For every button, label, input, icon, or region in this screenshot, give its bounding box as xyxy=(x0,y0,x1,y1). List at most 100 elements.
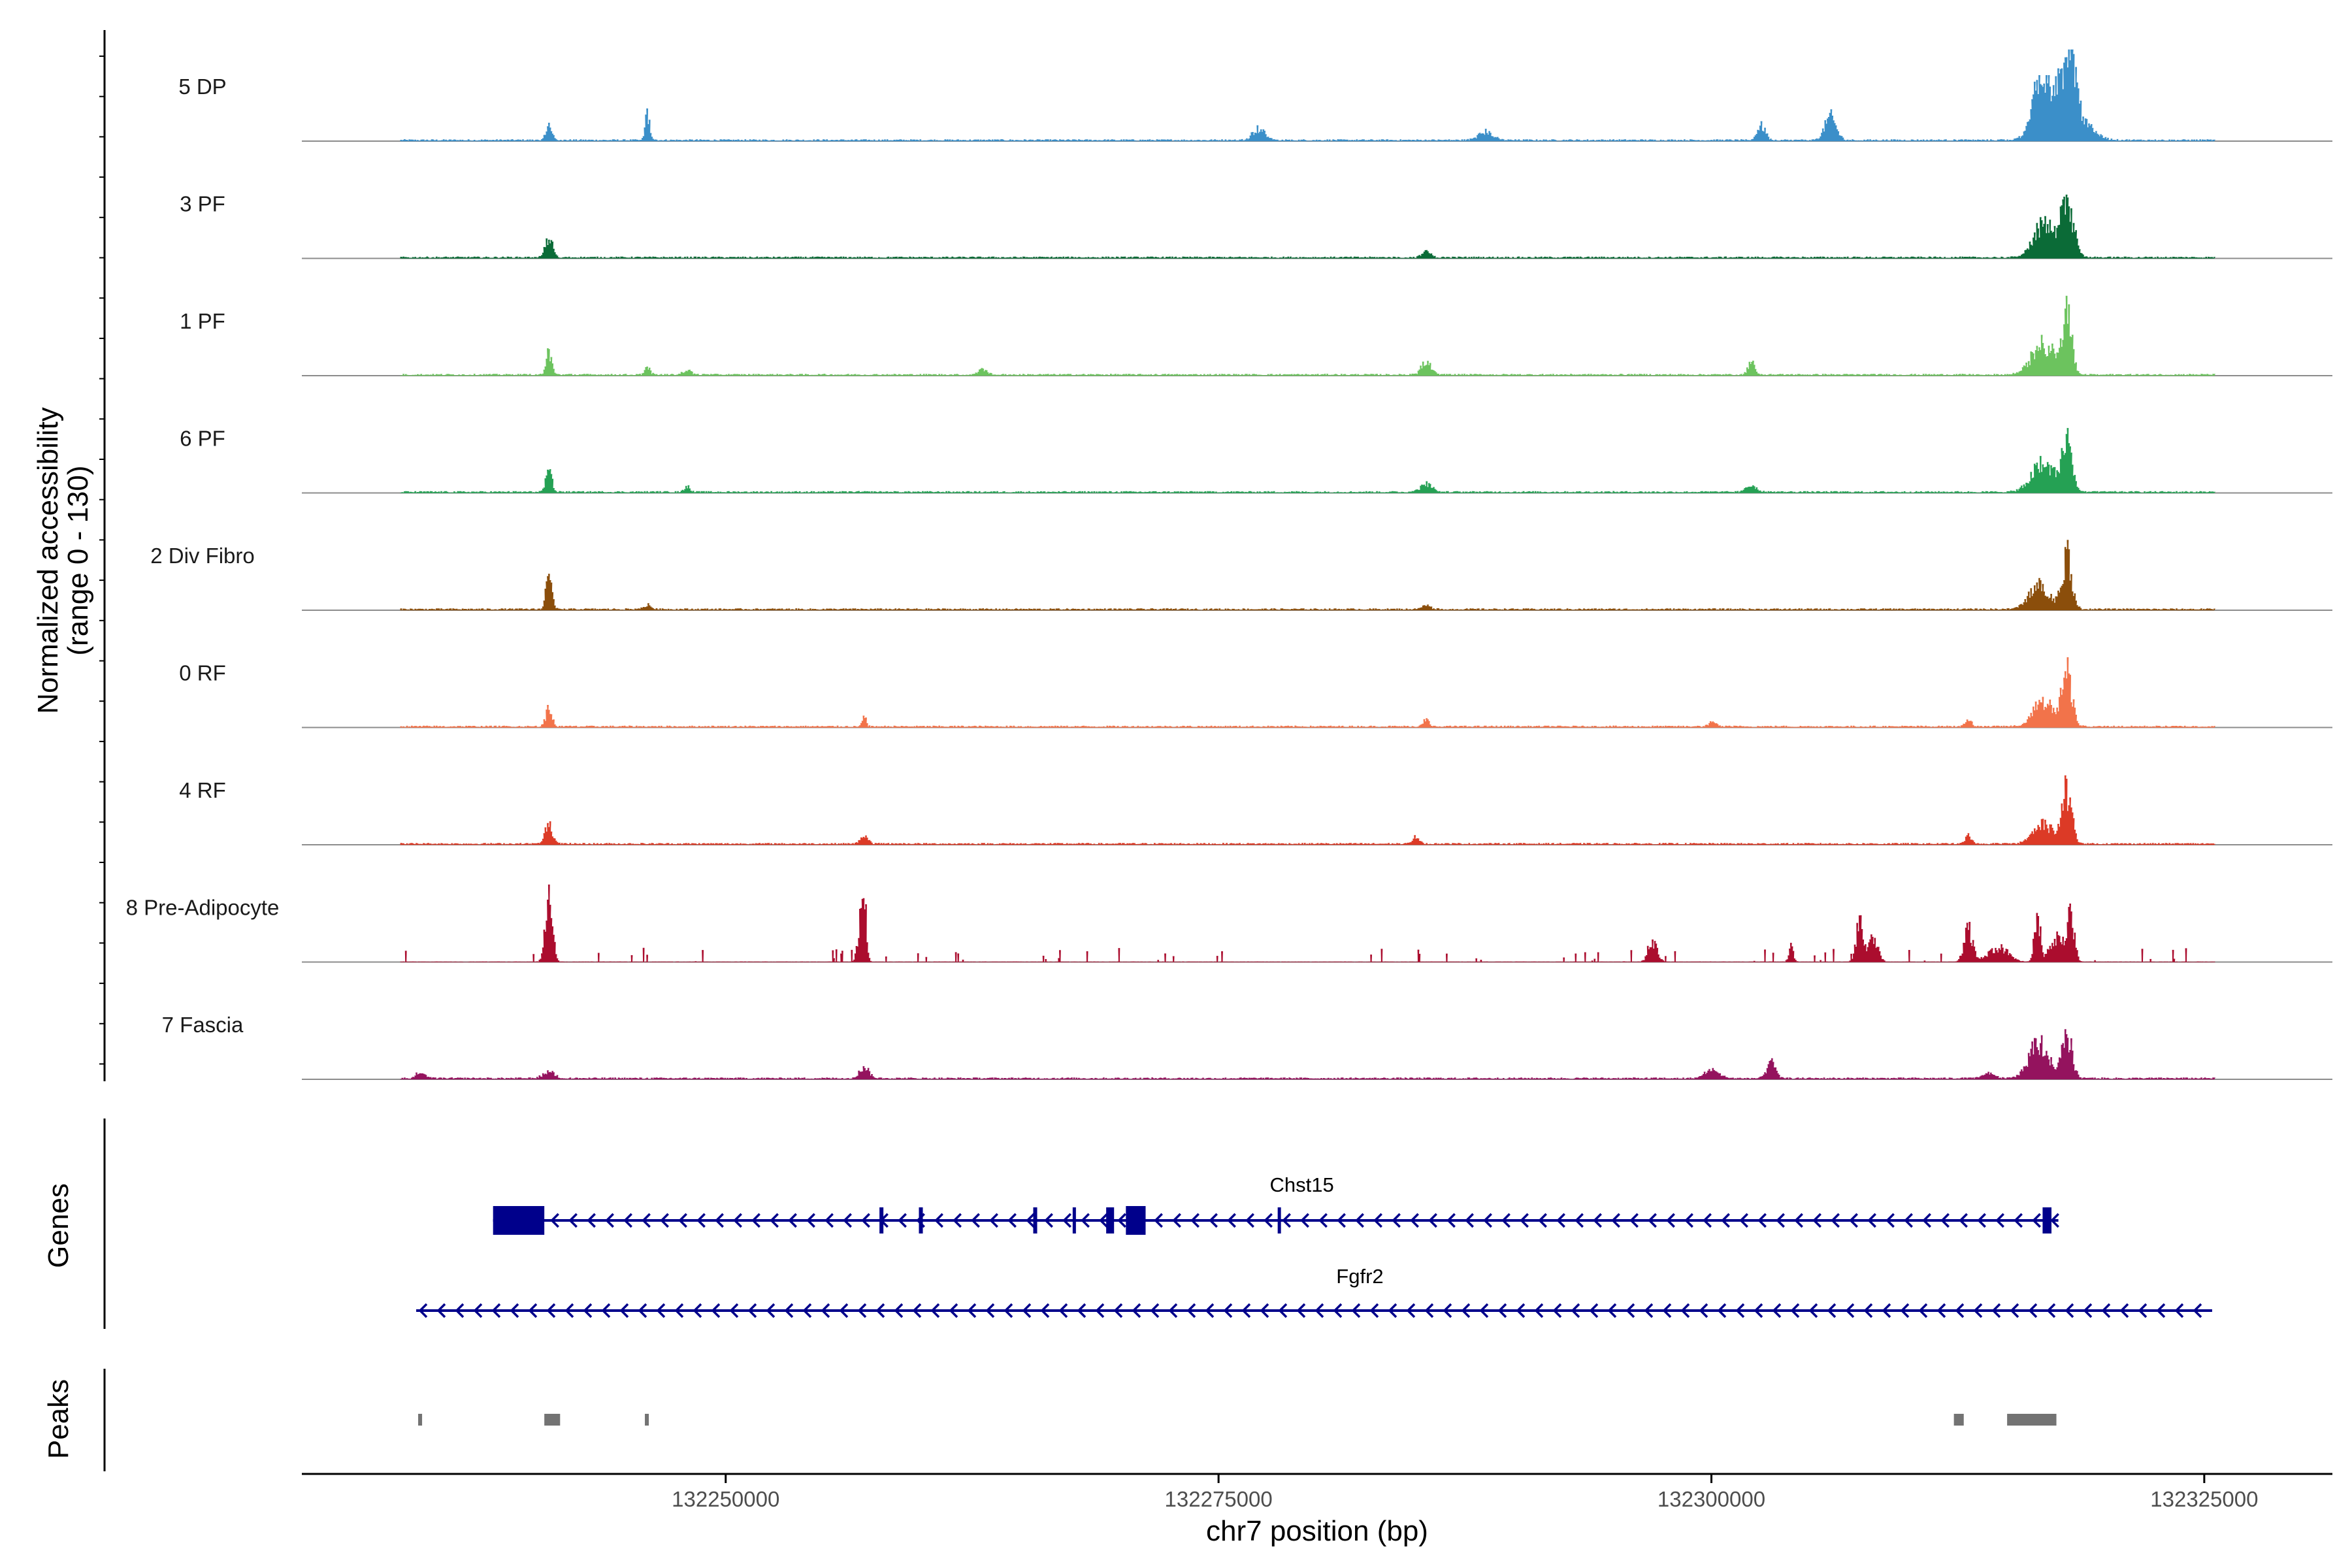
strand-arrow xyxy=(674,1303,684,1318)
strand-arrow xyxy=(766,1303,776,1318)
strand-arrow xyxy=(660,1213,669,1228)
strand-arrow xyxy=(898,1213,907,1228)
track-0-rf: 0 RF xyxy=(179,657,2332,728)
strand-arrow xyxy=(2065,1303,2074,1318)
strand-arrow xyxy=(1282,1213,1291,1228)
strand-arrow xyxy=(1922,1213,1931,1228)
strand-arrow xyxy=(1081,1213,1090,1228)
strand-arrow xyxy=(1534,1303,1544,1318)
strand-arrow xyxy=(1812,1213,1821,1228)
y-axis-title-line1: Normalized accessibility xyxy=(32,407,64,713)
strand-arrow xyxy=(1959,1213,1968,1228)
strand-arrow xyxy=(989,1213,998,1228)
strand-arrow xyxy=(601,1303,611,1318)
strand-arrow xyxy=(1190,1213,1200,1228)
x-axis-tick-label: 132250000 xyxy=(672,1487,779,1511)
strand-arrow xyxy=(583,1303,593,1318)
coverage-area xyxy=(400,1029,2216,1080)
strand-arrow xyxy=(1703,1213,1712,1228)
strand-arrow xyxy=(861,1213,870,1228)
track-1-pf: 1 PF xyxy=(180,295,2332,376)
strand-arrow xyxy=(967,1303,977,1318)
strand-arrow xyxy=(1099,1213,1108,1228)
gene-exon xyxy=(919,1207,923,1233)
strand-arrow xyxy=(715,1213,724,1228)
strand-arrow xyxy=(1808,1303,1818,1318)
strand-arrow xyxy=(2083,1303,2093,1318)
strand-arrow xyxy=(1168,1303,1178,1318)
strand-arrow xyxy=(564,1303,574,1318)
strand-arrow xyxy=(1465,1213,1474,1228)
strand-arrow xyxy=(1552,1303,1562,1318)
strand-arrow xyxy=(1918,1303,1928,1318)
track-label: 3 PF xyxy=(180,192,225,216)
tracks-layer: 5 DP 3 PF 1 PF 6 PF 2 Div Fibro 0 RF 4 RF 8 Pre… xyxy=(126,49,2332,1080)
gene-exon xyxy=(2042,1207,2052,1233)
strand-arrow xyxy=(638,1303,647,1318)
strand-arrow xyxy=(455,1303,465,1318)
peak-region xyxy=(1953,1414,1964,1426)
strand-arrow xyxy=(806,1213,815,1228)
strand-arrow xyxy=(1205,1303,1215,1318)
strand-arrow xyxy=(788,1213,797,1228)
strand-arrow xyxy=(1337,1213,1346,1228)
strand-arrow xyxy=(1629,1213,1639,1228)
strand-arrow xyxy=(1117,1213,1126,1228)
strand-arrow xyxy=(1095,1303,1105,1318)
gene-exon xyxy=(1072,1207,1076,1233)
strand-arrow xyxy=(1936,1303,1946,1318)
strand-arrow xyxy=(1227,1213,1236,1228)
strand-arrow xyxy=(1863,1303,1873,1318)
strand-arrow xyxy=(1424,1303,1434,1318)
coverage-area xyxy=(400,194,2216,259)
strand-arrow xyxy=(619,1303,629,1318)
strand-arrow xyxy=(1607,1303,1617,1318)
strand-arrow xyxy=(1790,1303,1800,1318)
strand-arrow xyxy=(1022,1303,1032,1318)
strand-arrow xyxy=(770,1213,779,1228)
track-7-fascia: 7 Fascia xyxy=(162,1013,2332,1080)
strand-arrow xyxy=(1351,1303,1361,1318)
track-label: 5 DP xyxy=(178,74,226,99)
strand-arrow xyxy=(1150,1303,1160,1318)
strand-arrow xyxy=(1132,1303,1141,1318)
strand-arrow xyxy=(1260,1303,1269,1318)
strand-arrow xyxy=(802,1303,812,1318)
strand-arrow xyxy=(1026,1213,1035,1228)
strand-arrow xyxy=(1940,1213,1950,1228)
strand-arrow xyxy=(528,1303,538,1318)
strand-arrow xyxy=(491,1303,501,1318)
strand-arrow xyxy=(1589,1303,1599,1318)
coverage-area xyxy=(400,884,2215,962)
x-axis-tick-label: 132325000 xyxy=(2150,1487,2258,1511)
strand-arrow xyxy=(1739,1213,1748,1228)
strand-arrow xyxy=(1209,1213,1218,1228)
strand-arrow xyxy=(839,1303,849,1318)
peak-region xyxy=(2007,1414,2057,1426)
strand-arrow xyxy=(784,1303,794,1318)
strand-arrow xyxy=(2193,1303,2202,1318)
track-6-pf: 6 PF xyxy=(180,427,2332,494)
strand-arrow xyxy=(1520,1213,1529,1228)
strand-arrow xyxy=(1556,1213,1565,1228)
strand-arrow xyxy=(985,1303,995,1318)
strand-arrow xyxy=(436,1303,446,1318)
y-axis-title-line2: (range 0 - 130) xyxy=(62,465,94,655)
strand-arrow xyxy=(1479,1303,1489,1318)
strand-arrow xyxy=(550,1213,559,1228)
gene-exon xyxy=(1106,1207,1115,1233)
strand-arrow xyxy=(1483,1213,1492,1228)
strand-arrow xyxy=(1754,1303,1763,1318)
strand-arrow xyxy=(1827,1303,1837,1318)
gene-chst15: Chst15 xyxy=(493,1173,2059,1235)
strand-arrow xyxy=(642,1213,651,1228)
strand-arrow xyxy=(1845,1303,1855,1318)
strand-arrow xyxy=(1776,1213,1785,1228)
track-3-pf: 3 PF xyxy=(180,192,2332,259)
x-axis-title: chr7 position (bp) xyxy=(1206,1515,1428,1547)
track-4-rf: 4 RF xyxy=(179,775,2332,845)
strand-arrow xyxy=(1406,1303,1416,1318)
strand-arrow xyxy=(1007,1213,1017,1228)
strand-arrow xyxy=(1593,1213,1602,1228)
